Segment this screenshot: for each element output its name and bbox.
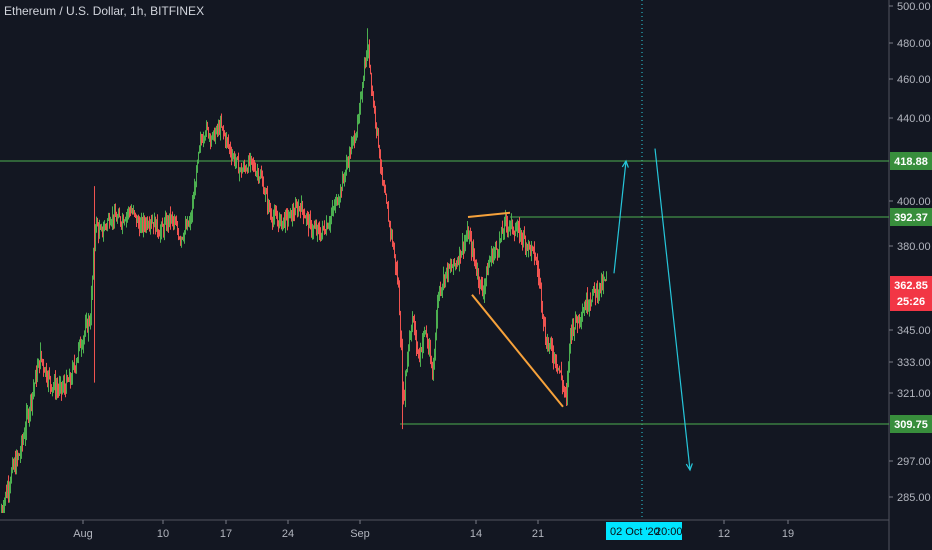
y-tick-label: 321.00 [897,388,931,400]
level-tag-label: 418.88 [894,156,928,168]
x-tick-label: 21 [532,528,544,540]
y-tick-label: 480.00 [897,38,931,50]
arrow-head [685,463,693,472]
current-price-label: 362.85 [894,280,928,292]
x-tick-label: 17 [220,528,232,540]
countdown-label: 25:26 [897,296,925,308]
y-tick-label: 380.00 [897,241,931,253]
level-tag [890,152,932,170]
projection-arrow [613,160,627,274]
x-tick-label: 24 [282,528,294,540]
y-tick-label: 333.00 [897,357,931,369]
y-tick-label: 460.00 [897,74,931,86]
y-tick-label: 297.00 [897,456,931,468]
projection-arrow [654,148,691,471]
date-tag-time: 20:00 [655,526,683,538]
x-tick-label: 12 [718,528,730,540]
y-tick-label: 345.00 [897,325,931,337]
arrow-head [621,159,629,168]
chart-title: Ethereum / U.S. Dollar, 1h, BITFINEX [4,4,205,18]
x-tick-label: Sep [350,528,370,540]
x-tick-label: 19 [782,528,794,540]
y-tick-label: 500.00 [897,1,931,13]
level-tag-label: 392.37 [894,212,928,224]
date-tag [606,522,682,540]
level-tag [890,208,932,226]
current-price-tag [890,276,932,311]
x-tick-label: 10 [157,528,169,540]
x-tick-label: 14 [470,528,482,540]
level-tag-label: 309.75 [894,419,928,431]
level-tag [890,415,932,433]
y-tick-label: 285.00 [897,492,931,504]
x-tick-label: Aug [73,528,93,540]
y-tick-label: 400.00 [897,196,931,208]
y-tick-label: 440.00 [897,113,931,125]
trendline [471,294,564,408]
date-tag-date: 02 Oct '20 [610,526,660,538]
trendline [467,211,511,218]
